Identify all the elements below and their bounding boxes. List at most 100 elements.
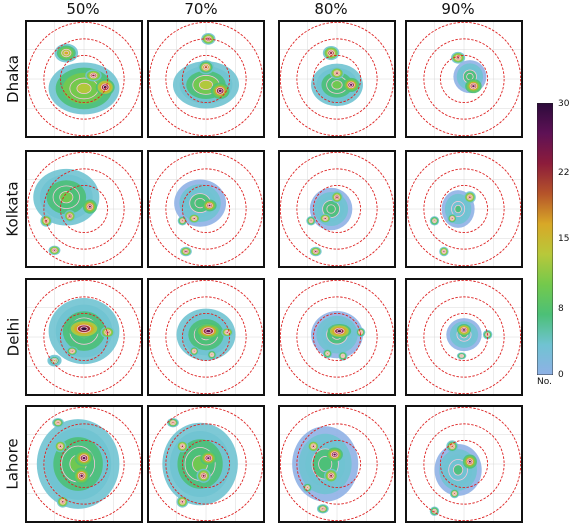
colorbar <box>537 103 553 375</box>
density-contour <box>184 250 188 253</box>
range-ring <box>439 312 489 362</box>
density-contour <box>456 56 460 60</box>
range-ring <box>43 296 125 378</box>
panel-delhi-90 <box>405 278 523 396</box>
range-ring <box>312 312 362 362</box>
panel-delhi-80 <box>278 278 396 396</box>
range-ring <box>296 423 378 505</box>
range-ring <box>165 423 247 505</box>
range-ring <box>26 21 142 137</box>
panel-frame <box>405 278 523 396</box>
density-contour <box>88 204 92 209</box>
density-contour <box>309 219 313 223</box>
density-contour <box>56 421 60 425</box>
density-contour <box>203 65 209 70</box>
range-ring <box>296 168 378 250</box>
density-contour <box>462 328 466 332</box>
range-ring <box>148 279 264 395</box>
density-contour <box>468 195 472 199</box>
density-contour <box>326 352 329 355</box>
range-ring <box>59 54 109 104</box>
range-ring <box>296 296 378 378</box>
range-ring <box>181 439 231 489</box>
panel-dhaka-50 <box>25 20 143 138</box>
range-ring <box>59 439 109 489</box>
range-ring <box>439 439 489 489</box>
panel-frame <box>25 20 143 138</box>
density-contour <box>331 80 343 90</box>
density-contour <box>192 349 196 353</box>
range-ring <box>43 168 125 250</box>
density-contour <box>471 84 476 88</box>
density-contour <box>70 349 74 353</box>
range-ring <box>423 168 505 250</box>
column-title-70: 70% <box>184 0 218 18</box>
density-contour <box>336 329 343 333</box>
density-contour <box>210 353 214 357</box>
density-contour <box>91 73 96 78</box>
range-ring <box>279 151 395 267</box>
panel-frame <box>25 278 143 396</box>
density-contour <box>442 250 446 253</box>
range-ring <box>59 184 109 234</box>
density-contour <box>452 464 464 476</box>
range-ring <box>279 21 395 137</box>
density-contour <box>81 456 87 461</box>
range-ring <box>423 423 505 505</box>
panel-lahore-90 <box>405 405 523 523</box>
density-contour <box>335 195 339 199</box>
density-contour <box>192 217 196 220</box>
range-ring <box>406 279 522 395</box>
panel-frame <box>25 150 143 268</box>
panel-delhi-70 <box>147 278 265 396</box>
density-contour <box>52 359 57 363</box>
range-ring <box>165 296 247 378</box>
density-contour <box>450 217 454 220</box>
density-contour <box>311 444 315 448</box>
row-label-dhaka: Dhaka <box>4 55 22 103</box>
range-ring <box>181 312 231 362</box>
density-contour <box>76 82 92 95</box>
density-contour <box>326 204 336 214</box>
density-contour <box>468 459 472 464</box>
range-ring <box>296 38 378 120</box>
density-contour <box>180 500 184 504</box>
panel-dhaka-80 <box>278 20 396 138</box>
range-ring <box>423 38 505 120</box>
density-contour <box>329 473 333 478</box>
colorbar-tick-8: 8 <box>558 304 564 314</box>
colorbar-unit-label: No. <box>537 377 552 387</box>
panel-lahore-50 <box>25 405 143 523</box>
colorbar-tick-15: 15 <box>558 234 570 244</box>
panel-delhi-50 <box>25 278 143 396</box>
density-contour <box>453 492 456 495</box>
column-title-50: 50% <box>66 0 100 18</box>
row-label-delhi: Delhi <box>4 317 22 357</box>
range-ring <box>26 279 142 395</box>
density-contour <box>61 500 65 504</box>
density-contour <box>206 456 211 460</box>
density-contour <box>335 71 339 75</box>
range-ring <box>439 184 489 234</box>
range-ring <box>279 279 395 395</box>
density-contour <box>80 326 88 332</box>
density-contour <box>341 354 345 358</box>
range-ring <box>406 151 522 267</box>
range-ring <box>181 184 231 234</box>
range-ring <box>439 54 489 104</box>
density-contour <box>171 421 175 425</box>
density-contour <box>207 203 212 208</box>
range-ring <box>148 21 264 137</box>
density-contour <box>181 219 184 223</box>
panel-kolkata-90 <box>405 150 523 268</box>
density-contour <box>225 330 229 334</box>
density-contour <box>180 444 184 448</box>
range-ring <box>165 38 247 120</box>
range-ring <box>148 151 264 267</box>
density-contour <box>205 329 212 334</box>
density-contour <box>59 191 74 204</box>
row-label-lahore: Lahore <box>4 438 22 490</box>
density-contour <box>306 486 309 489</box>
density-contour <box>63 50 70 56</box>
range-ring <box>312 184 362 234</box>
